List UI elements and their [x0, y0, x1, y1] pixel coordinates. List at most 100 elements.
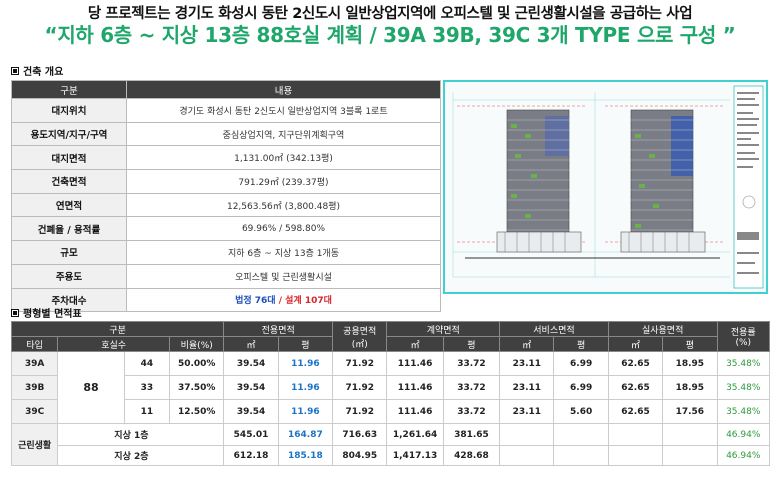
overview-value: 1,131.00㎡ (342.13평) — [126, 145, 441, 171]
contract-pyeong: 33.72 — [442, 351, 501, 376]
actual-sqm: 62.65 — [607, 375, 664, 400]
overview-row: 연면적 12,563.56㎡ (3,800.48평) — [11, 192, 441, 218]
overview-table: 구분 내용 대지위치 경기도 화성시 동탄 2신도시 일반상업지역 3블록 1로트… — [11, 80, 441, 313]
h-common: 공용면적 (㎡) — [332, 321, 388, 352]
retail-floor: 지상 1층 — [57, 423, 225, 446]
empty-cell — [662, 423, 718, 446]
actual-sqm: 62.65 — [607, 399, 664, 424]
exclusive-pyeong: 11.96 — [277, 351, 334, 376]
ratio: 35.48% — [716, 351, 770, 376]
subline: “지하 6층 ~ 지상 13층 88호실 계획 / 39A 39B, 39C 3… — [44, 23, 736, 47]
h-sqm: ㎡ — [223, 336, 279, 352]
h-ratio-unit: (%) — [735, 338, 752, 348]
h-sqm: ㎡ — [499, 336, 555, 352]
h-sqm: ㎡ — [386, 336, 444, 352]
service-pyeong: 5.60 — [553, 399, 609, 424]
share-pct: 12.50% — [169, 399, 225, 424]
empty-cell — [662, 445, 718, 466]
empty-cell — [553, 423, 609, 446]
overview-section-heading: 건축 개요 — [11, 63, 63, 78]
overview-row: 주용도 오피스텔 및 근린생활시설 — [11, 263, 441, 289]
exclusive-sqm: 545.01 — [223, 423, 279, 446]
overview-section-title: 건축 개요 — [23, 67, 64, 78]
overview-row: 건폐율 / 용적률 69.96% / 598.80% — [11, 216, 441, 242]
table-row: 39B 33 37.50% 39.54 11.96 71.92 111.46 3… — [10, 375, 770, 400]
unit-count: 11 — [123, 399, 171, 424]
ratio: 46.94% — [716, 423, 770, 446]
contract-sqm: 111.46 — [386, 375, 444, 400]
overview-row: 규모 지하 6층 ~ 지상 13층 1개동 — [11, 240, 441, 265]
overview-col-label: 구분 — [11, 80, 127, 99]
empty-cell — [553, 445, 609, 466]
h-ratio: 전용률 (%) — [716, 321, 770, 352]
retail-floor: 지상 2층 — [57, 445, 225, 466]
contract-sqm: 111.46 — [386, 399, 444, 424]
ratio: 46.94% — [716, 445, 770, 466]
overview-label: 규모 — [11, 240, 127, 265]
empty-cell — [499, 423, 555, 446]
unit-count: 44 — [123, 351, 171, 376]
contract-sqm: 1,261.64 — [386, 423, 444, 446]
elevation-drawing — [443, 80, 768, 294]
h-share: 비율(%) — [169, 336, 225, 352]
exclusive-pyeong: 11.96 — [277, 399, 334, 424]
exclusive-sqm: 39.54 — [223, 375, 279, 400]
parking-design: 설계 107대 — [285, 296, 332, 307]
h-type: 타입 — [10, 336, 59, 352]
overview-value: 오피스텔 및 근린생활시설 — [126, 263, 441, 289]
h-contract: 계약면적 — [386, 321, 501, 337]
service-pyeong: 6.99 — [553, 351, 609, 376]
parking-sep: / — [275, 296, 286, 307]
overview-row: 대지면적 1,131.00㎡ (342.13평) — [11, 145, 441, 171]
overview-value: 791.29㎡ (239.37평) — [126, 169, 441, 194]
actual-sqm: 62.65 — [607, 351, 664, 376]
type-cell: 39C — [10, 399, 59, 424]
overview-value: 12,563.56㎡ (3,800.48평) — [126, 192, 441, 218]
h-pyeong: 평 — [277, 336, 334, 352]
square-bullet-icon — [11, 66, 19, 75]
type-cell: 39B — [10, 375, 59, 400]
overview-label: 주차대수 — [11, 287, 127, 313]
service-pyeong: 6.99 — [553, 375, 609, 400]
exclusive-pyeong: 164.87 — [277, 423, 334, 446]
ratio: 35.48% — [716, 399, 770, 424]
h-common-label: 공용면적 — [343, 326, 377, 337]
contract-sqm: 111.46 — [386, 351, 444, 376]
contract-sqm: 1,417.13 — [386, 445, 444, 466]
overview-value: 경기도 화성시 동탄 2신도시 일반상업지역 3블록 1로트 — [126, 98, 441, 123]
h-units: 호실수 — [57, 336, 171, 352]
contract-pyeong: 33.72 — [442, 375, 501, 400]
overview-label: 대지위치 — [11, 98, 127, 123]
common-sqm: 71.92 — [332, 399, 388, 424]
total-units: 88 — [57, 351, 125, 424]
exclusive-sqm: 39.54 — [223, 399, 279, 424]
exclusive-sqm: 612.18 — [223, 445, 279, 466]
common-sqm: 71.92 — [332, 375, 388, 400]
common-sqm: 71.92 — [332, 351, 388, 376]
overview-col-value: 내용 — [126, 80, 441, 99]
headline: 당 프로젝트는 경기도 화성시 동탄 2신도시 일반상업지역에 오피스텔 및 근… — [87, 6, 693, 22]
overview-label: 건축면적 — [11, 169, 127, 194]
empty-cell — [607, 423, 664, 446]
h-common-unit: (㎡) — [351, 339, 368, 350]
parking-value: 법정 76대 / 설계 107대 — [126, 287, 441, 313]
contract-pyeong: 33.72 — [442, 399, 501, 424]
h-service: 서비스면적 — [499, 321, 609, 337]
overview-row: 대지위치 경기도 화성시 동탄 2신도시 일반상업지역 3블록 1로트 — [11, 98, 441, 123]
service-sqm: 23.11 — [499, 399, 555, 424]
overview-label: 건폐율 / 용적률 — [11, 216, 127, 242]
share-pct: 37.50% — [169, 375, 225, 400]
common-sqm: 716.63 — [332, 423, 388, 446]
empty-cell — [607, 445, 664, 466]
overview-label: 대지면적 — [11, 145, 127, 171]
overview-value: 중심상업지역, 지구단위계획구역 — [126, 121, 441, 147]
service-sqm: 23.11 — [499, 351, 555, 376]
type-cell: 39A — [10, 351, 59, 376]
h-exclusive: 전용면적 — [223, 321, 334, 337]
overview-value: 69.96% / 598.80% — [126, 216, 441, 242]
unit-count: 33 — [123, 375, 171, 400]
h-sqm: ㎡ — [607, 336, 664, 352]
table-row: 39A 88 44 50.00% 39.54 11.96 71.92 111.4… — [10, 351, 770, 424]
exclusive-pyeong: 11.96 — [277, 375, 334, 400]
common-sqm: 804.95 — [332, 445, 388, 466]
